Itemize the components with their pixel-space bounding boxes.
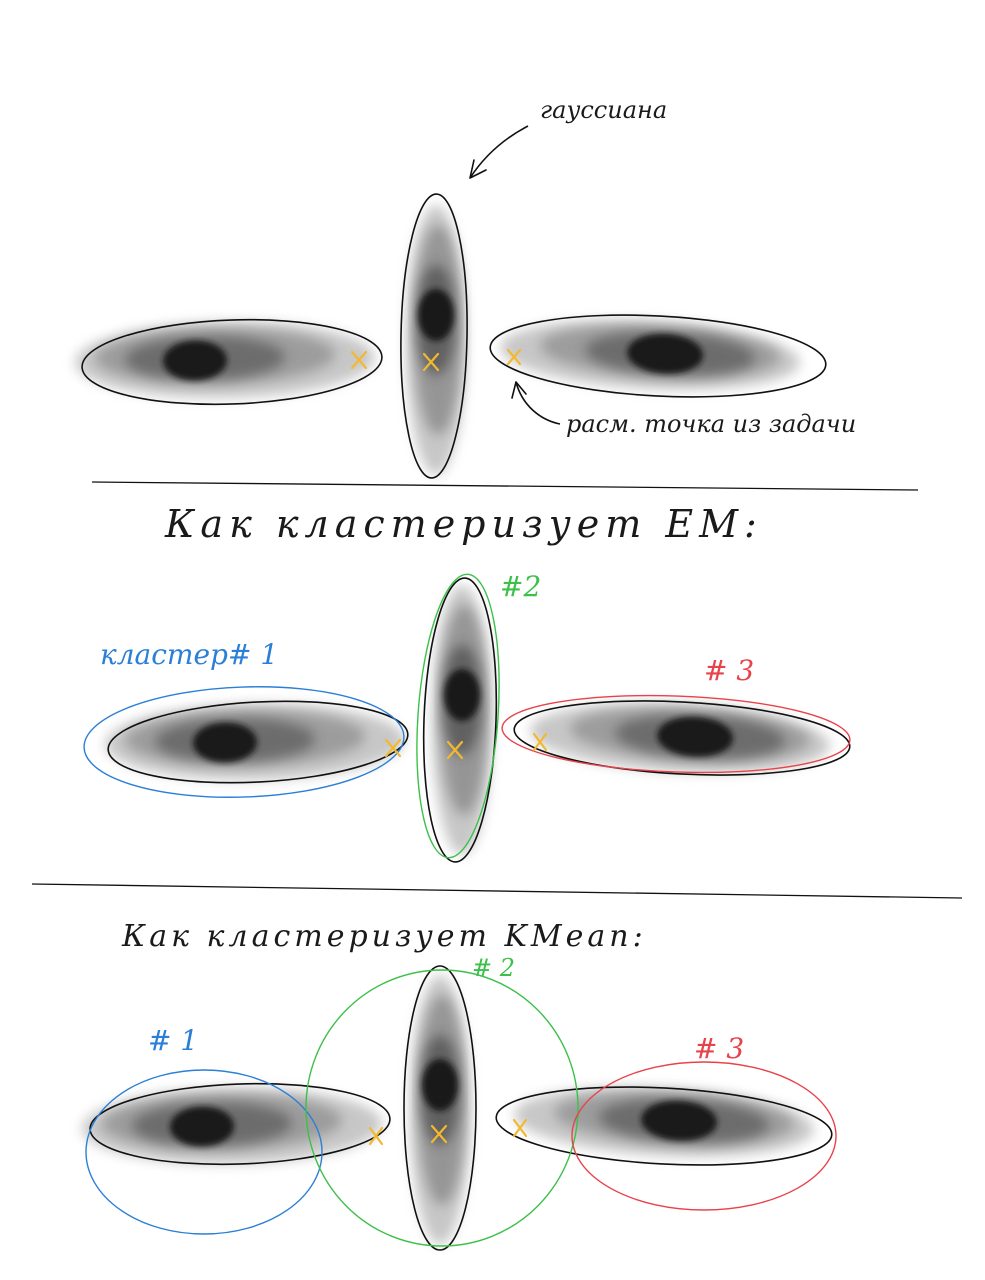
point-from-task-label: расм. точка из задачи — [566, 410, 856, 438]
point-mark — [384, 732, 548, 760]
divider — [91, 481, 919, 491]
cluster-2-label: #2 — [500, 570, 541, 603]
section-gaussians: гауссиана расм. точка из задачи — [74, 96, 856, 479]
cluster-1-label: кластер# 1 — [100, 638, 278, 671]
point-mark — [350, 348, 522, 372]
gaussian-left — [74, 318, 383, 406]
gaussian-right — [495, 1079, 833, 1166]
point-mark — [368, 1118, 528, 1146]
section-em: кластер# 1 #2 # 3 — [83, 570, 851, 863]
section-kmeans: # 1 # 2 # 3 — [81, 954, 837, 1251]
gaussian-label: гауссиана — [540, 96, 667, 124]
arrow-icon — [511, 381, 561, 425]
cluster-3-label: # 3 — [694, 1032, 744, 1065]
cluster-3-outline — [571, 1061, 837, 1211]
cluster-2-outline — [416, 573, 500, 859]
cluster-2-label: # 2 — [472, 954, 515, 982]
cluster-3-label: # 3 — [704, 654, 754, 687]
gaussian-middle — [422, 577, 498, 863]
divider — [31, 883, 963, 899]
gaussian-middle — [400, 193, 468, 479]
cluster-1-label: # 1 — [148, 1024, 198, 1057]
kmeans-heading: Как кластеризует KMean: — [121, 919, 647, 954]
gaussian-middle — [403, 965, 477, 1251]
gaussian-right — [513, 693, 851, 782]
gaussian-right — [489, 307, 827, 398]
arrow-icon — [469, 125, 529, 179]
cluster-2-outline — [305, 969, 579, 1247]
gaussian-left — [104, 700, 409, 784]
cluster-1-outline — [83, 686, 405, 798]
em-heading: Как кластеризует ЕМ: — [164, 502, 763, 546]
gaussian-left — [81, 1082, 391, 1169]
cluster-1-outline — [85, 1069, 323, 1235]
cluster-3-outline — [501, 694, 851, 774]
